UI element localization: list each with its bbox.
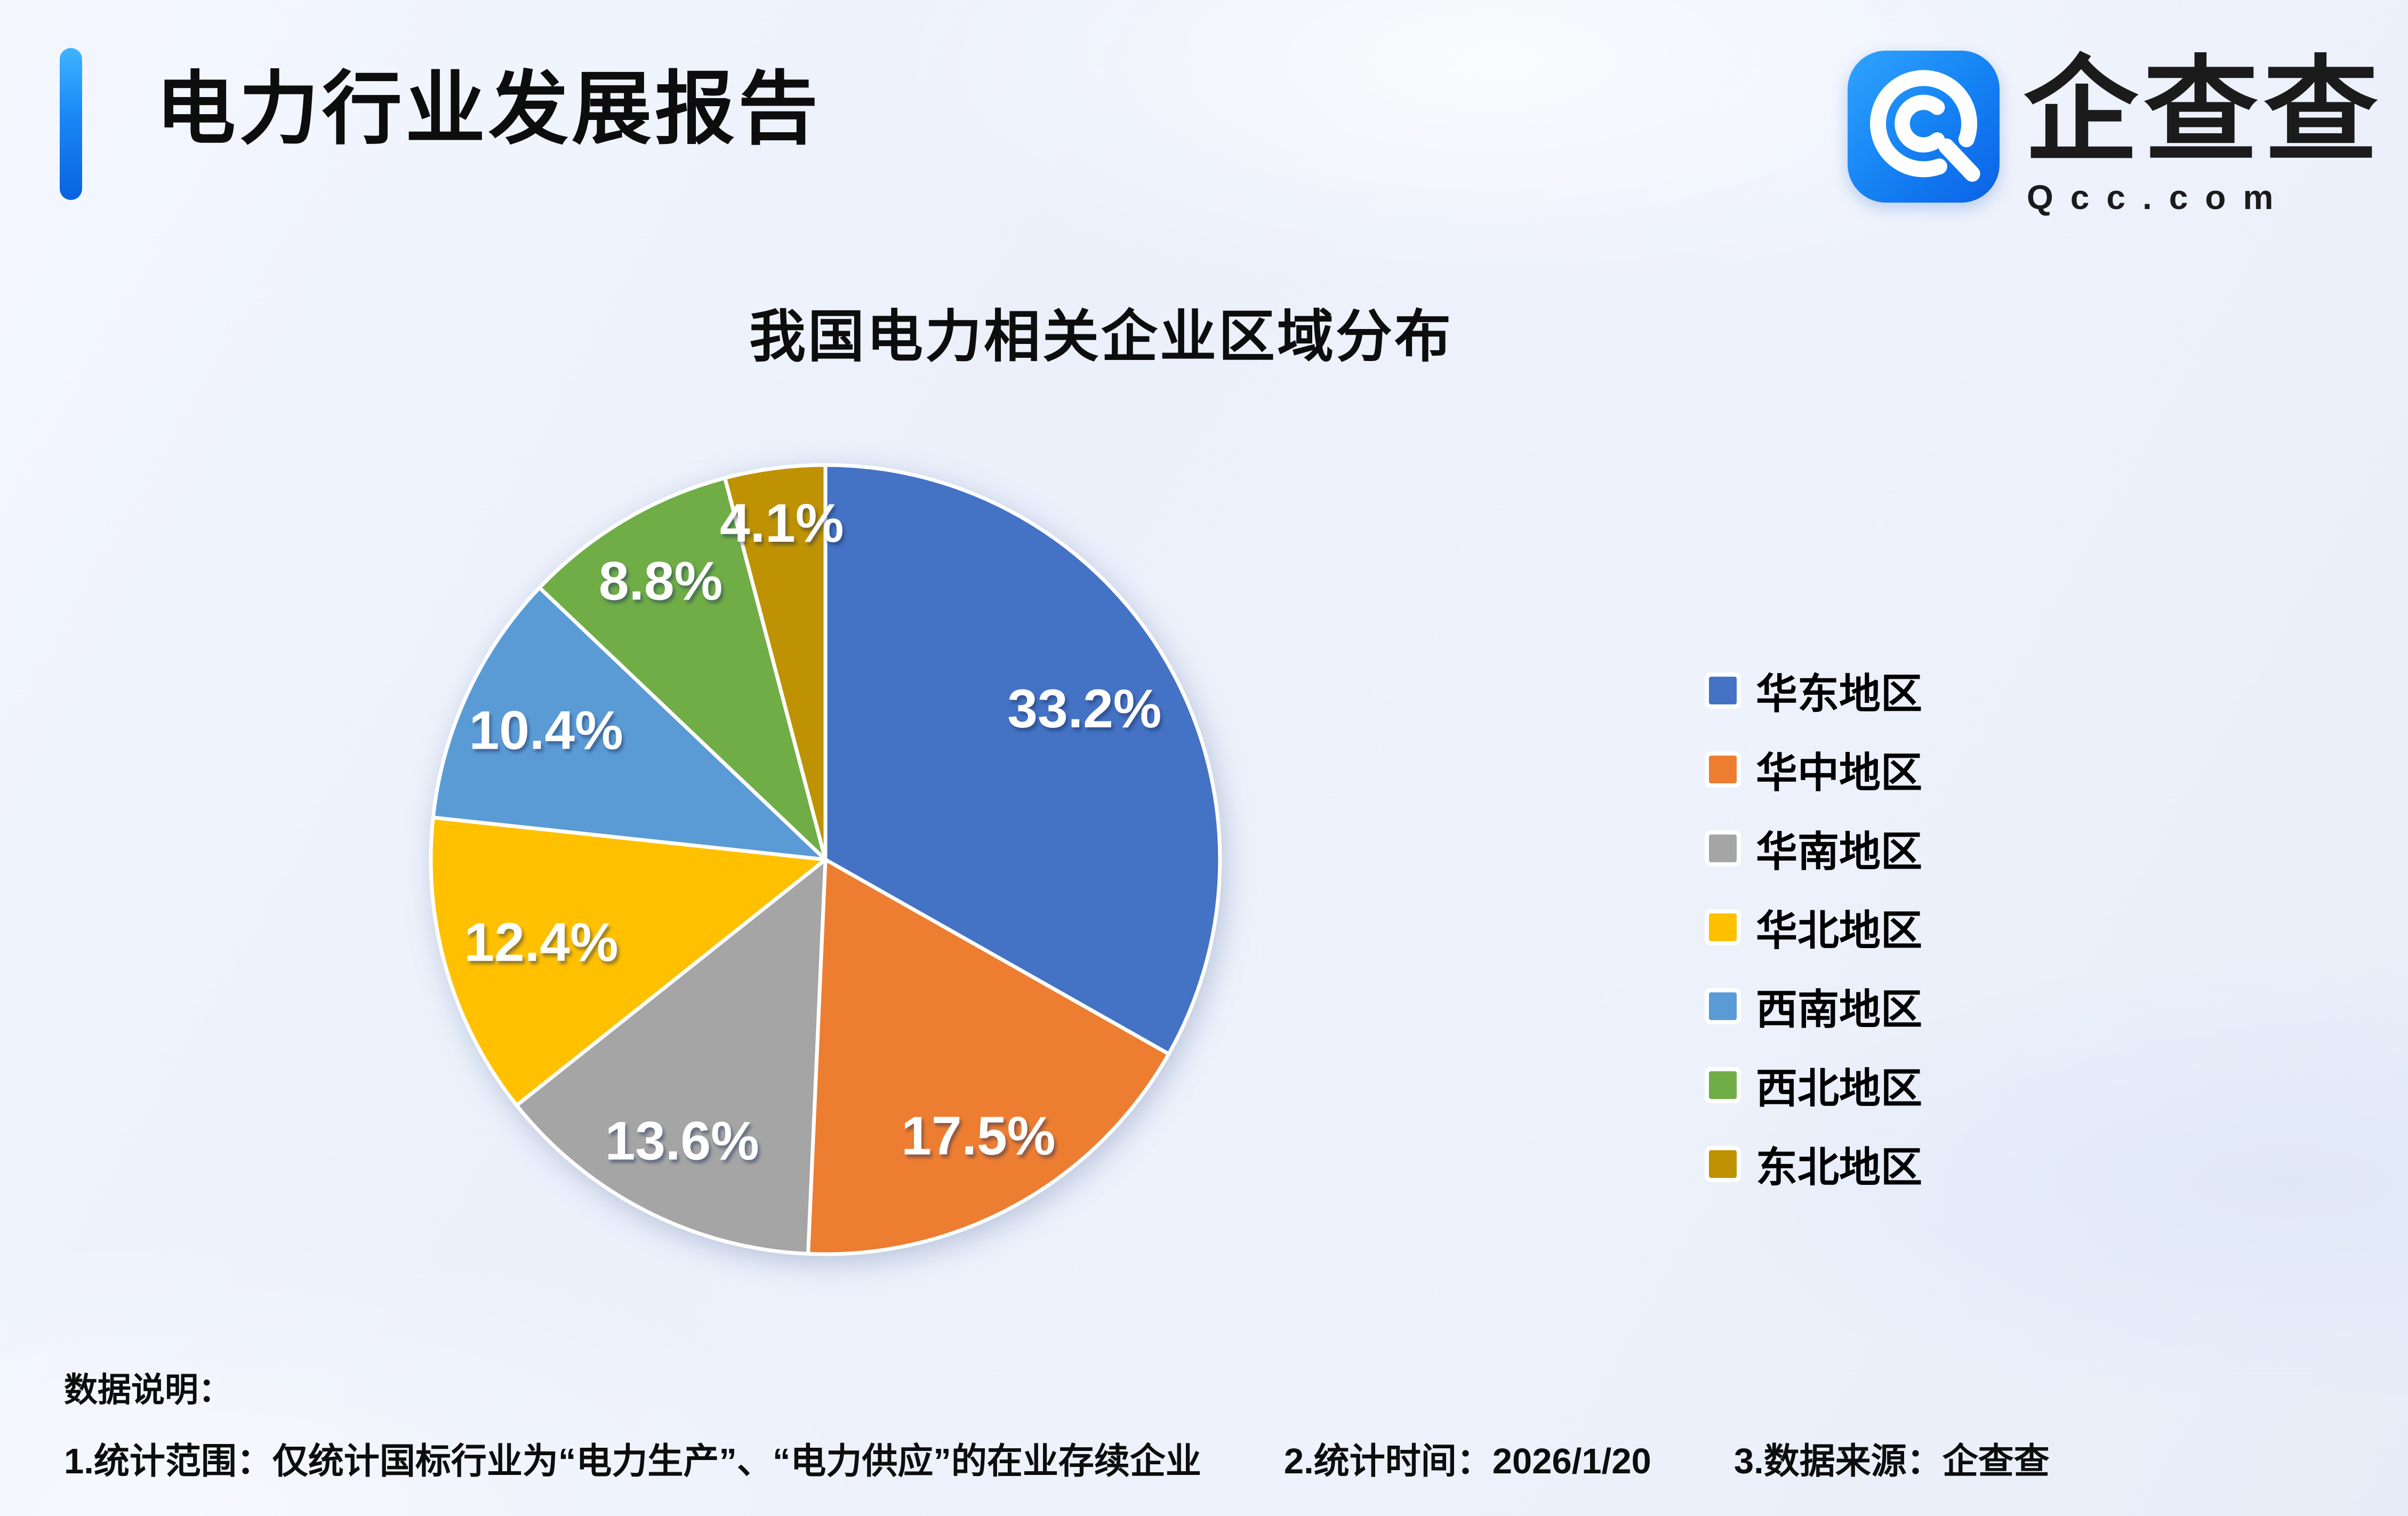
legend-item-2: 华南地区 <box>1709 828 1922 875</box>
notes-line: 1.统计范围：仅统计国标行业为“电力生产”、“电力供应”的在业存续企业 2.统计… <box>64 1432 2050 1484</box>
pie-label-3: 12.4% <box>464 912 618 973</box>
legend-label-6: 东北地区 <box>1756 1144 1923 1191</box>
pie-slice-3 <box>429 815 828 1108</box>
legend-label-1: 华中地区 <box>1756 749 1923 796</box>
pie-slice-1 <box>806 857 1171 1256</box>
legend-swatch-1 <box>1709 756 1737 783</box>
pie-label-2: 13.6% <box>605 1111 759 1172</box>
pie-slice-6 <box>723 463 828 862</box>
title-accent-bar <box>60 48 82 200</box>
pie-label-0: 33.2% <box>1007 678 1161 739</box>
pie-label-6: 4.1% <box>720 493 844 554</box>
qcc-logo-icon <box>1848 51 2000 203</box>
note-scope: 1.统计范围：仅统计国标行业为“电力生产”、“电力供应”的在业存续企业 <box>64 1441 1201 1481</box>
legend-item-6: 东北地区 <box>1709 1143 1922 1191</box>
pie-label-5: 8.8% <box>599 551 723 612</box>
legend-item-1: 华中地区 <box>1709 749 1922 796</box>
brand-name: 企查查 <box>2024 46 2383 175</box>
pie-slice-4 <box>431 585 828 862</box>
pie-label-1: 17.5% <box>901 1105 1055 1166</box>
pie-slice-0 <box>823 463 1222 1056</box>
legend-item-3: 华北地区 <box>1709 907 1922 954</box>
legend-label-3: 华北地区 <box>1756 907 1923 954</box>
legend-item-4: 西南地区 <box>1709 985 1922 1033</box>
pie-chart: 33.2% 17.5% 13.6% 12.4% 10.4% 8.8%4.1% <box>429 463 1222 1256</box>
note-source: 3.数据来源：企查查 <box>1733 1441 2050 1481</box>
legend-label-2: 华南地区 <box>1756 828 1923 875</box>
pie-slice-2 <box>515 857 828 1256</box>
legend-item-5: 西北地区 <box>1709 1064 1922 1112</box>
legend-label-4: 西南地区 <box>1756 986 1923 1033</box>
legend-swatch-5 <box>1709 1071 1737 1099</box>
legend-swatch-4 <box>1709 992 1737 1020</box>
brand-domain: Qcc.com <box>2027 178 2291 216</box>
note-time: 2.统计时间：2026/1/20 <box>1283 1441 1651 1481</box>
legend-swatch-0 <box>1709 677 1737 704</box>
logo-text: 企查查 Qcc.com <box>2024 51 2383 217</box>
notes-heading: 数据说明： <box>64 1371 232 1409</box>
legend-item-0: 华东地区 <box>1709 670 1922 717</box>
legend-swatch-3 <box>1709 913 1737 941</box>
legend-label-0: 华东地区 <box>1756 670 1923 717</box>
pie-slice-5 <box>537 476 828 862</box>
legend-label-5: 西北地区 <box>1756 1065 1923 1112</box>
legend-swatch-2 <box>1709 835 1737 862</box>
chart-legend: 华东地区华中地区华南地区华北地区西南地区西北地区东北地区 <box>1709 670 1922 1222</box>
chart-title: 我国电力相关企业区域分布 <box>749 306 1453 368</box>
report-title: 电力行业发展报告 <box>156 64 822 154</box>
qcc-logo: 企查查 Qcc.com <box>1848 51 2383 217</box>
legend-swatch-6 <box>1709 1150 1737 1178</box>
pie-label-4: 10.4% <box>469 700 623 761</box>
